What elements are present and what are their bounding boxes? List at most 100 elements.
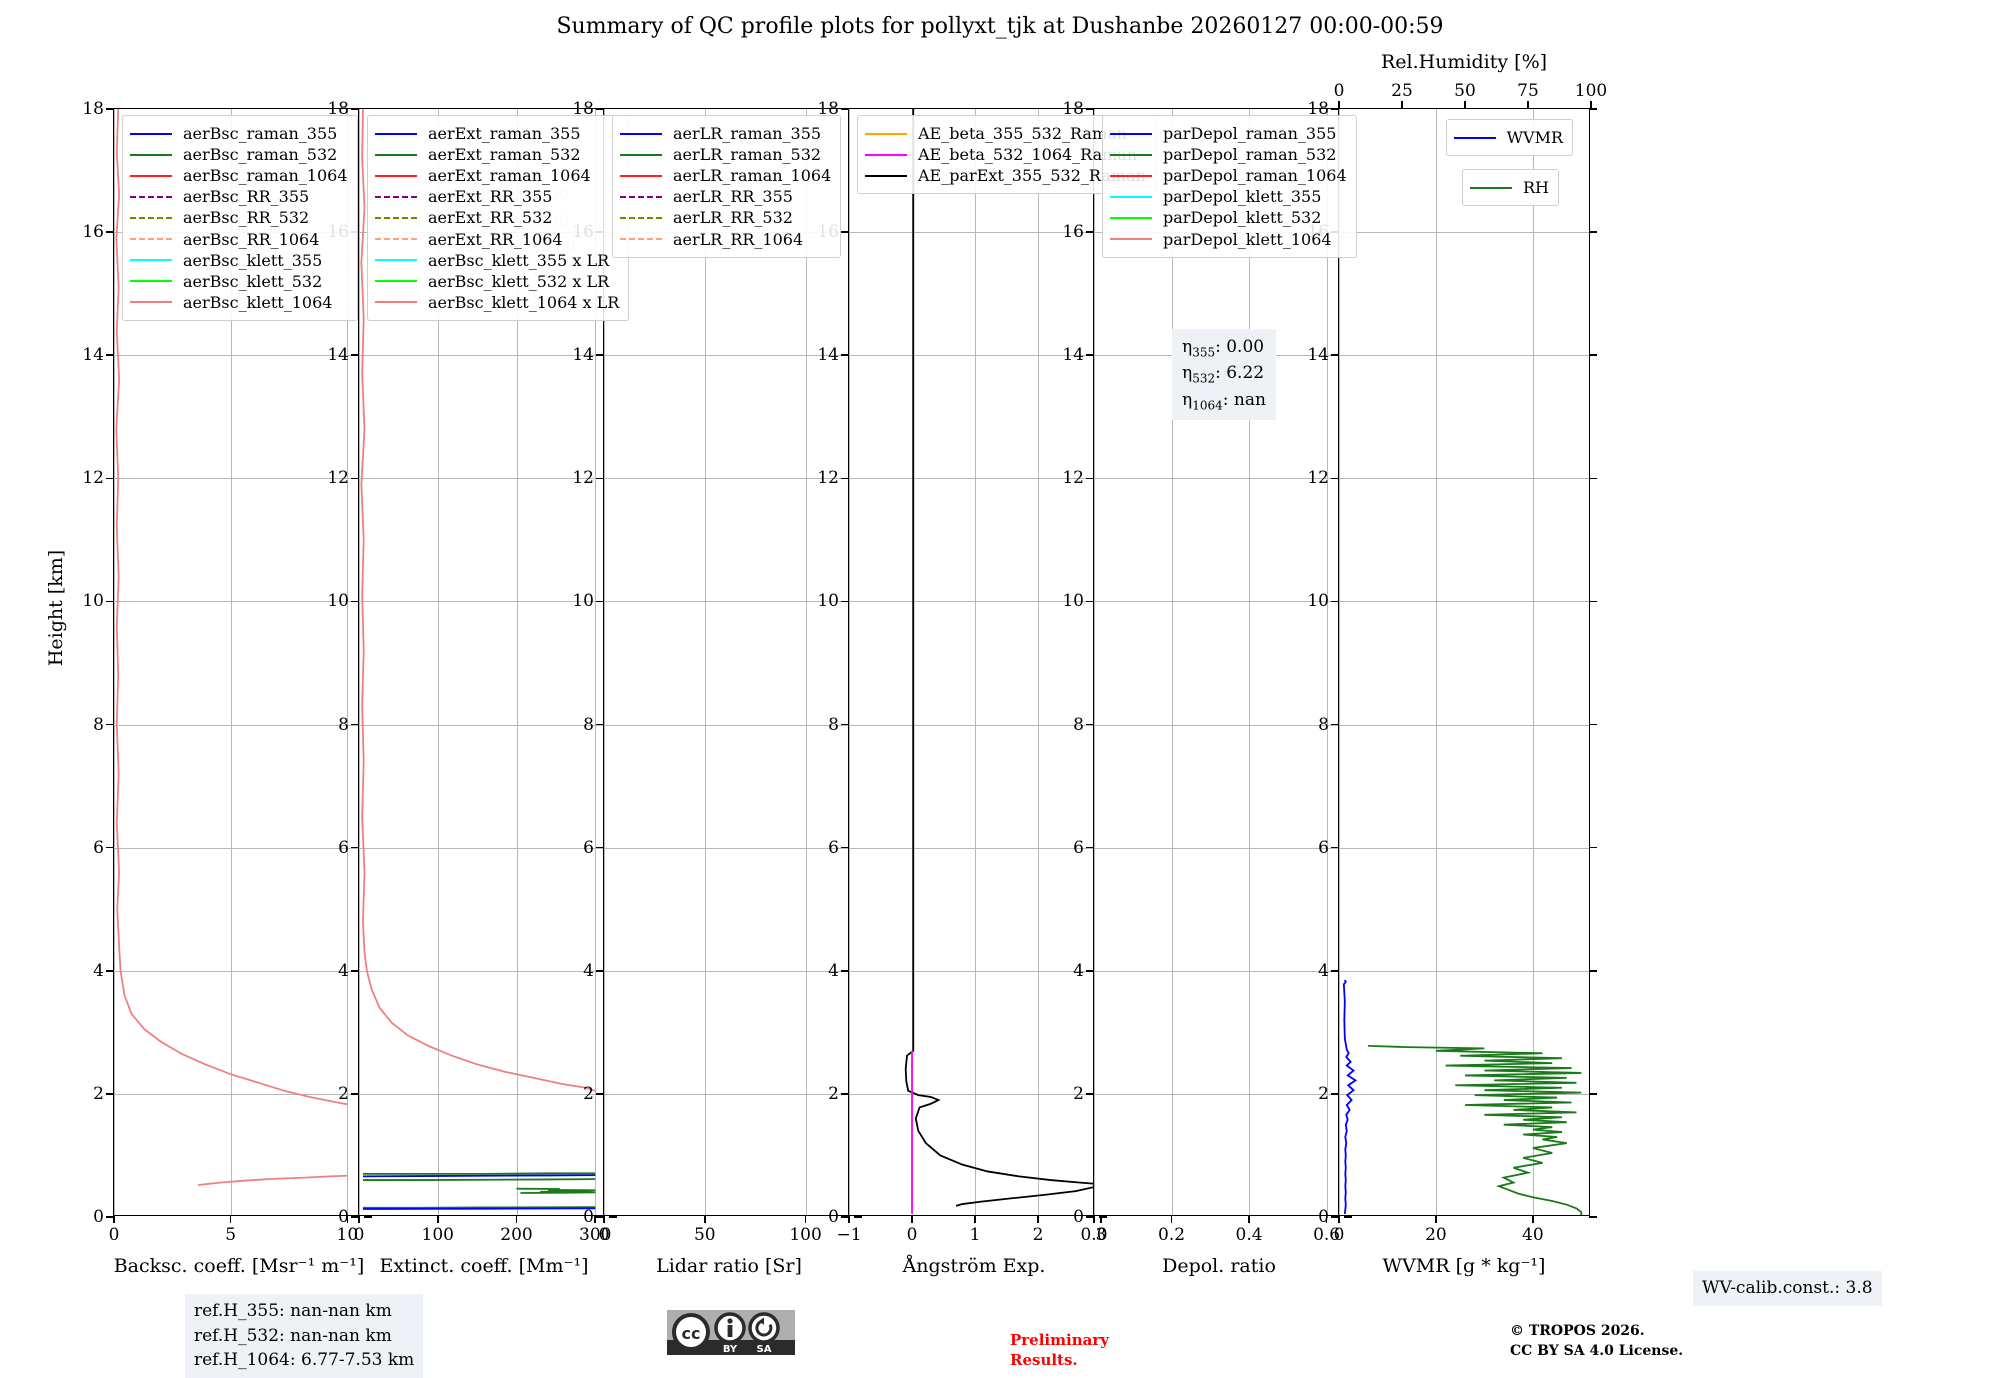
gridline-horizontal — [849, 355, 1099, 357]
legend-item[interactable]: aerExt_RR_1064 — [375, 229, 619, 250]
legend-swatch-WVMR — [1453, 136, 1496, 139]
legend-label: aerLR_RR_355 — [673, 187, 793, 207]
legend-swatch-AE_beta_532_1064_Raman — [865, 153, 907, 156]
data-curves — [360, 108, 596, 1210]
gridline-vertical — [1532, 109, 1534, 1215]
y-tick-label: 6 — [1318, 837, 1329, 858]
legend-item[interactable]: aerExt_raman_355 — [375, 123, 619, 144]
legend-panel-2: aerExt_raman_355 aerExt_raman_532 aerExt_r… — [367, 115, 630, 321]
x-tick-label-top: 50 — [1454, 81, 1476, 101]
preliminary-results-note: Preliminary Results. — [1010, 1331, 1109, 1370]
y-tick-label: 2 — [1318, 1083, 1329, 1104]
x-tick-mark-top — [1464, 101, 1466, 109]
legend-item[interactable]: parDepol_klett_355 — [1110, 186, 1347, 207]
y-tick-mark — [351, 354, 359, 357]
gridline-horizontal — [849, 970, 1099, 972]
legend-item[interactable]: aerLR_raman_1064 — [620, 165, 831, 186]
y-tick-mark — [1589, 1216, 1597, 1218]
gridline-vertical — [347, 109, 349, 1215]
legend-item[interactable]: aerLR_RR_355 — [620, 186, 831, 207]
legend-item[interactable]: aerBsc_klett_1064 — [130, 292, 348, 313]
gridline-horizontal — [359, 1093, 609, 1095]
legend-label: AE_beta_532_1064_Raman — [918, 145, 1138, 165]
legend-item[interactable]: aerBsc_klett_355 — [130, 250, 348, 271]
gridline-horizontal — [1339, 847, 1589, 849]
y-tick-label: 14 — [82, 345, 104, 366]
x-tick-mark — [911, 1215, 913, 1223]
legend-label: parDepol_klett_355 — [1163, 187, 1322, 207]
legend-item[interactable]: parDepol_klett_532 — [1110, 207, 1347, 228]
legend-item[interactable]: WVMR — [1453, 127, 1563, 148]
legend-item[interactable]: aerLR_raman_532 — [620, 144, 831, 165]
y-tick-mark — [841, 354, 849, 357]
y-tick-mark — [841, 477, 849, 480]
y-tick-label: 6 — [828, 837, 839, 858]
legend-item[interactable]: aerExt_raman_532 — [375, 144, 619, 165]
legend-item[interactable]: AE_parExt_355_532_Raman — [865, 165, 1146, 186]
y-tick-label: 18 — [817, 99, 839, 119]
x-tick-mark — [594, 1215, 597, 1223]
legend-item[interactable]: aerBsc_klett_1064 x LR — [375, 292, 619, 313]
legend-label: aerBsc_klett_1064 x LR — [428, 292, 620, 312]
y-tick-mark — [106, 231, 114, 233]
legend-label: aerBsc_RR_1064 — [183, 229, 320, 249]
legend-item[interactable]: aerLR_RR_1064 — [620, 229, 831, 250]
legend-item[interactable]: aerLR_RR_532 — [620, 207, 831, 228]
y-tick-label: 16 — [82, 222, 104, 243]
legend-item[interactable]: parDepol_klett_1064 — [1110, 229, 1347, 250]
legend-item[interactable]: aerLR_raman_355 — [620, 123, 831, 144]
legend-item[interactable]: AE_beta_355_532_Raman — [865, 123, 1146, 144]
x-axis-title: Backsc. coeff. [Msr⁻¹ m⁻¹] — [113, 1255, 365, 1277]
legend-swatch-aerBsc_klett_355 x LR — [375, 259, 417, 262]
y-tick-mark — [1331, 600, 1339, 603]
y-tick-label: 4 — [1073, 960, 1084, 981]
legend-item[interactable]: aerBsc_klett_532 — [130, 271, 348, 292]
legend-item[interactable]: aerBsc_klett_355 x LR — [375, 250, 619, 271]
gridline-horizontal — [604, 601, 854, 603]
series-WVMR — [1342, 979, 1358, 1215]
legend-item[interactable]: aerBsc_raman_355 — [130, 123, 348, 144]
legend-swatch-aerBsc_RR_532 — [130, 216, 172, 219]
gridline-horizontal — [359, 847, 609, 849]
legend-item[interactable]: RH — [1470, 177, 1549, 198]
y-tick-mark — [1589, 846, 1597, 849]
y-tick-mark — [1589, 723, 1597, 726]
legend-item[interactable]: parDepol_raman_1064 — [1110, 165, 1347, 186]
series-aerBsc_klett_1064_lower — [197, 1174, 348, 1186]
x-tick-label: 0 — [906, 1225, 918, 1245]
legend-swatch-aerExt_raman_355 — [375, 132, 417, 135]
y-tick-mark — [1086, 1093, 1094, 1095]
legend-item[interactable]: aerBsc_RR_532 — [130, 207, 348, 228]
y-tick-label: 18 — [327, 99, 349, 119]
x-tick-label: 40 — [1522, 1225, 1544, 1245]
legend-swatch-aerLR_raman_1064 — [620, 174, 662, 177]
legend-item[interactable]: parDepol_raman_532 — [1110, 144, 1347, 165]
x-tick-mark — [1037, 1215, 1039, 1223]
legend-item[interactable]: aerBsc_raman_532 — [130, 144, 348, 165]
series-aerExt_base_355 — [362, 1207, 596, 1210]
legend-item[interactable]: aerExt_raman_1064 — [375, 165, 619, 186]
gridline-vertical — [1038, 109, 1039, 1215]
legend-item[interactable]: aerBsc_raman_1064 — [130, 165, 348, 186]
y-tick-label: 0 — [583, 1207, 594, 1227]
series-aerBsc_klett_532_xLR — [362, 1178, 596, 1181]
gridline-vertical — [1249, 109, 1251, 1215]
y-tick-label: 18 — [572, 99, 594, 119]
legend-item[interactable]: aerBsc_RR_1064 — [130, 229, 348, 250]
legend-item[interactable]: aerExt_RR_355 — [375, 186, 619, 207]
legend-item[interactable]: AE_beta_532_1064_Raman — [865, 144, 1146, 165]
legend-item[interactable]: aerBsc_klett_532 x LR — [375, 271, 619, 292]
legend-item[interactable]: aerExt_RR_532 — [375, 207, 619, 228]
x-tick-mark — [974, 1215, 976, 1223]
legend-item[interactable]: parDepol_raman_355 — [1110, 123, 1347, 144]
y-tick-mark — [841, 1216, 849, 1218]
x-tick-mark — [436, 1215, 439, 1223]
legend-swatch-parDepol_raman_1064 — [1110, 174, 1152, 177]
x-tick-mark-top — [1401, 101, 1403, 109]
legend-item[interactable]: aerBsc_RR_355 — [130, 186, 348, 207]
gridline-horizontal — [1094, 478, 1344, 480]
legend-panel-6: WVMR — [1445, 119, 1573, 157]
legend-swatch-aerLR_RR_355 — [620, 195, 662, 198]
y-tick-label: 0 — [338, 1207, 349, 1227]
y-tick-mark — [106, 108, 114, 110]
